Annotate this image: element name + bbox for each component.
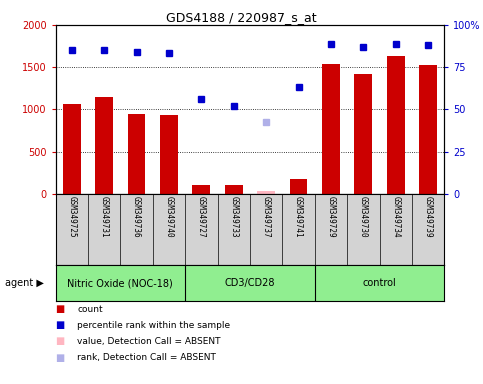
Text: agent ▶: agent ▶ bbox=[5, 278, 43, 288]
Text: CD3/CD28: CD3/CD28 bbox=[225, 278, 275, 288]
Text: GSM349733: GSM349733 bbox=[229, 196, 238, 238]
Text: rank, Detection Call = ABSENT: rank, Detection Call = ABSENT bbox=[77, 353, 216, 362]
Bar bbox=[322, 64, 340, 194]
Text: count: count bbox=[77, 305, 103, 314]
Bar bbox=[95, 97, 113, 194]
Text: ■: ■ bbox=[56, 353, 65, 362]
Text: GSM349737: GSM349737 bbox=[262, 196, 270, 238]
Text: GSM349727: GSM349727 bbox=[197, 196, 206, 238]
Bar bbox=[128, 114, 145, 194]
Text: ■: ■ bbox=[56, 320, 65, 330]
Text: GSM349731: GSM349731 bbox=[99, 196, 109, 238]
Bar bbox=[160, 114, 178, 194]
Text: value, Detection Call = ABSENT: value, Detection Call = ABSENT bbox=[77, 337, 221, 346]
Bar bbox=[257, 191, 275, 194]
Text: GSM349734: GSM349734 bbox=[391, 196, 400, 238]
Bar bbox=[225, 185, 242, 194]
Text: percentile rank within the sample: percentile rank within the sample bbox=[77, 321, 230, 330]
Text: GDS4188 / 220987_s_at: GDS4188 / 220987_s_at bbox=[166, 12, 317, 25]
Text: GSM349725: GSM349725 bbox=[67, 196, 76, 238]
Bar bbox=[355, 74, 372, 194]
Bar bbox=[419, 65, 437, 194]
Text: ■: ■ bbox=[56, 336, 65, 346]
Text: GSM349729: GSM349729 bbox=[327, 196, 336, 238]
Text: Nitric Oxide (NOC-18): Nitric Oxide (NOC-18) bbox=[68, 278, 173, 288]
Text: ■: ■ bbox=[56, 304, 65, 314]
Text: GSM349741: GSM349741 bbox=[294, 196, 303, 238]
Text: GSM349740: GSM349740 bbox=[164, 196, 173, 238]
Bar bbox=[63, 104, 81, 194]
Bar bbox=[290, 179, 308, 194]
Bar bbox=[387, 56, 405, 194]
Bar bbox=[192, 185, 210, 194]
Text: GSM349739: GSM349739 bbox=[424, 196, 433, 238]
Text: GSM349736: GSM349736 bbox=[132, 196, 141, 238]
Text: GSM349730: GSM349730 bbox=[359, 196, 368, 238]
Text: control: control bbox=[363, 278, 397, 288]
